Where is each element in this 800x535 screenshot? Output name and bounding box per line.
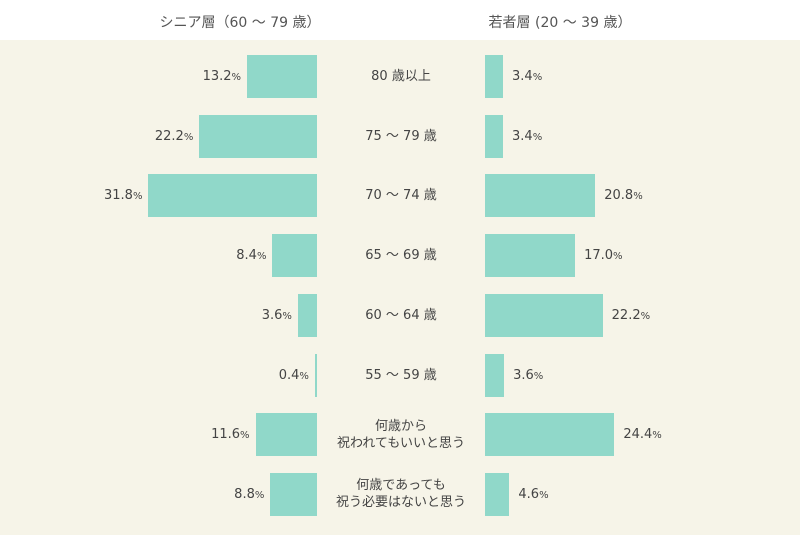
youth-bar: [485, 234, 576, 278]
category-label: 55 ～ 59 歳: [318, 354, 484, 397]
percent-sign: %: [633, 191, 643, 203]
category-label-line: 60 ～ 64 歳: [365, 307, 437, 323]
category-label-line: 55 ～ 59 歳: [365, 367, 437, 383]
youth-value-label: 24.4%: [623, 413, 661, 456]
percent-sign: %: [640, 310, 651, 322]
youth-value-label: 3.4%: [512, 115, 542, 158]
senior-bar: [272, 234, 317, 278]
value-text: 24.4: [623, 427, 653, 443]
category-label-line: 75 ～ 79 歳: [365, 128, 437, 144]
senior-bar: [255, 413, 317, 457]
youth-value-label: 17.0%: [584, 234, 622, 277]
value-text: 31.8: [104, 188, 133, 204]
youth-bar: [485, 472, 510, 516]
senior-value-label: 3.6%: [262, 294, 292, 337]
senior-value-label: 13.2%: [203, 55, 241, 98]
youth-value-label: 4.6%: [518, 473, 548, 516]
value-text: 11.6: [211, 427, 241, 443]
senior-value-label: 22.2%: [155, 115, 193, 158]
value-text: 4.6: [518, 486, 540, 502]
youth-series-header: 若者層 (20 ～ 39 歳）: [488, 15, 632, 31]
category-label: 80 歳以上: [318, 55, 484, 98]
percent-sign: %: [132, 191, 143, 203]
category-label: 75 ～ 79 歳: [318, 115, 484, 158]
value-text: 20.8: [604, 188, 634, 204]
senior-value-label: 0.4%: [279, 354, 309, 397]
senior-bar: [148, 174, 317, 218]
youth-bar: [485, 114, 504, 158]
senior-bar: [270, 472, 317, 516]
senior-bar: [199, 114, 317, 158]
percent-sign: %: [183, 131, 194, 143]
percent-sign: %: [254, 489, 265, 501]
senior-value-label: 8.8%: [234, 473, 264, 516]
senior-bar: [247, 55, 317, 98]
value-text: 22.2: [154, 128, 184, 144]
percent-sign: %: [282, 310, 292, 322]
value-text: 13.2: [202, 69, 232, 84]
category-label-line: 何歳から: [374, 418, 427, 434]
percent-sign: %: [256, 251, 267, 263]
senior-bar: [314, 353, 317, 397]
category-label-line: 何歳であっても: [356, 478, 446, 494]
youth-bar: [485, 353, 505, 397]
senior-value-label: 11.6%: [211, 413, 249, 456]
chart-panel: 80 歳以上 13.2% 3.4% 75 ～ 79 歳 22.2% 3.4% 70 ～ 74…: [0, 40, 800, 535]
category-label: 何歳から 祝われてもいいと思う: [318, 413, 484, 456]
youth-value-label: 20.8%: [604, 174, 642, 217]
category-label: 60 ～ 64 歳: [318, 294, 484, 337]
percent-sign: %: [532, 131, 543, 143]
percent-sign: %: [652, 430, 662, 442]
value-text: 3.4: [512, 128, 533, 144]
category-label-line: 70 ～ 74 歳: [365, 188, 437, 204]
value-text: 3.6: [513, 367, 534, 383]
senior-bar: [297, 293, 317, 337]
value-text: 0.4: [278, 367, 300, 383]
value-text: 22.2: [611, 307, 641, 323]
percent-sign: %: [299, 370, 309, 382]
category-label-line: 80 歳以上: [371, 69, 431, 84]
category-label: 70 ～ 74 歳: [318, 174, 484, 217]
percent-sign: %: [539, 489, 549, 501]
percent-sign: %: [613, 251, 623, 263]
youth-value-label: 3.6%: [513, 354, 543, 397]
percent-sign: %: [240, 430, 250, 442]
value-text: 17.0: [584, 248, 614, 264]
category-label-line: 65 ～ 69 歳: [365, 248, 437, 264]
youth-bar: [485, 293, 603, 337]
senior-series-header: シニア層（60 ～ 79 歳）: [159, 15, 321, 31]
youth-value-label: 22.2%: [612, 294, 650, 337]
percent-sign: %: [231, 72, 242, 83]
percent-sign: %: [532, 72, 543, 83]
percent-sign: %: [533, 370, 544, 382]
youth-value-label: 3.4%: [512, 55, 542, 98]
youth-bar: [485, 55, 504, 98]
category-label-line: 祝う必要はないと思う: [335, 495, 466, 511]
value-text: 3.4: [512, 69, 533, 84]
category-label: 65 ～ 69 歳: [318, 234, 484, 277]
senior-value-label: 31.8%: [104, 174, 142, 217]
senior-value-label: 8.4%: [236, 234, 266, 277]
category-label-line: 祝われてもいいと思う: [336, 435, 466, 451]
youth-bar: [485, 174, 596, 218]
value-text: 8.4: [236, 248, 257, 264]
category-label: 何歳であっても 祝う必要はないと思う: [318, 473, 484, 516]
value-text: 3.6: [261, 307, 283, 323]
youth-bar: [485, 413, 615, 457]
value-text: 8.8: [234, 486, 255, 502]
